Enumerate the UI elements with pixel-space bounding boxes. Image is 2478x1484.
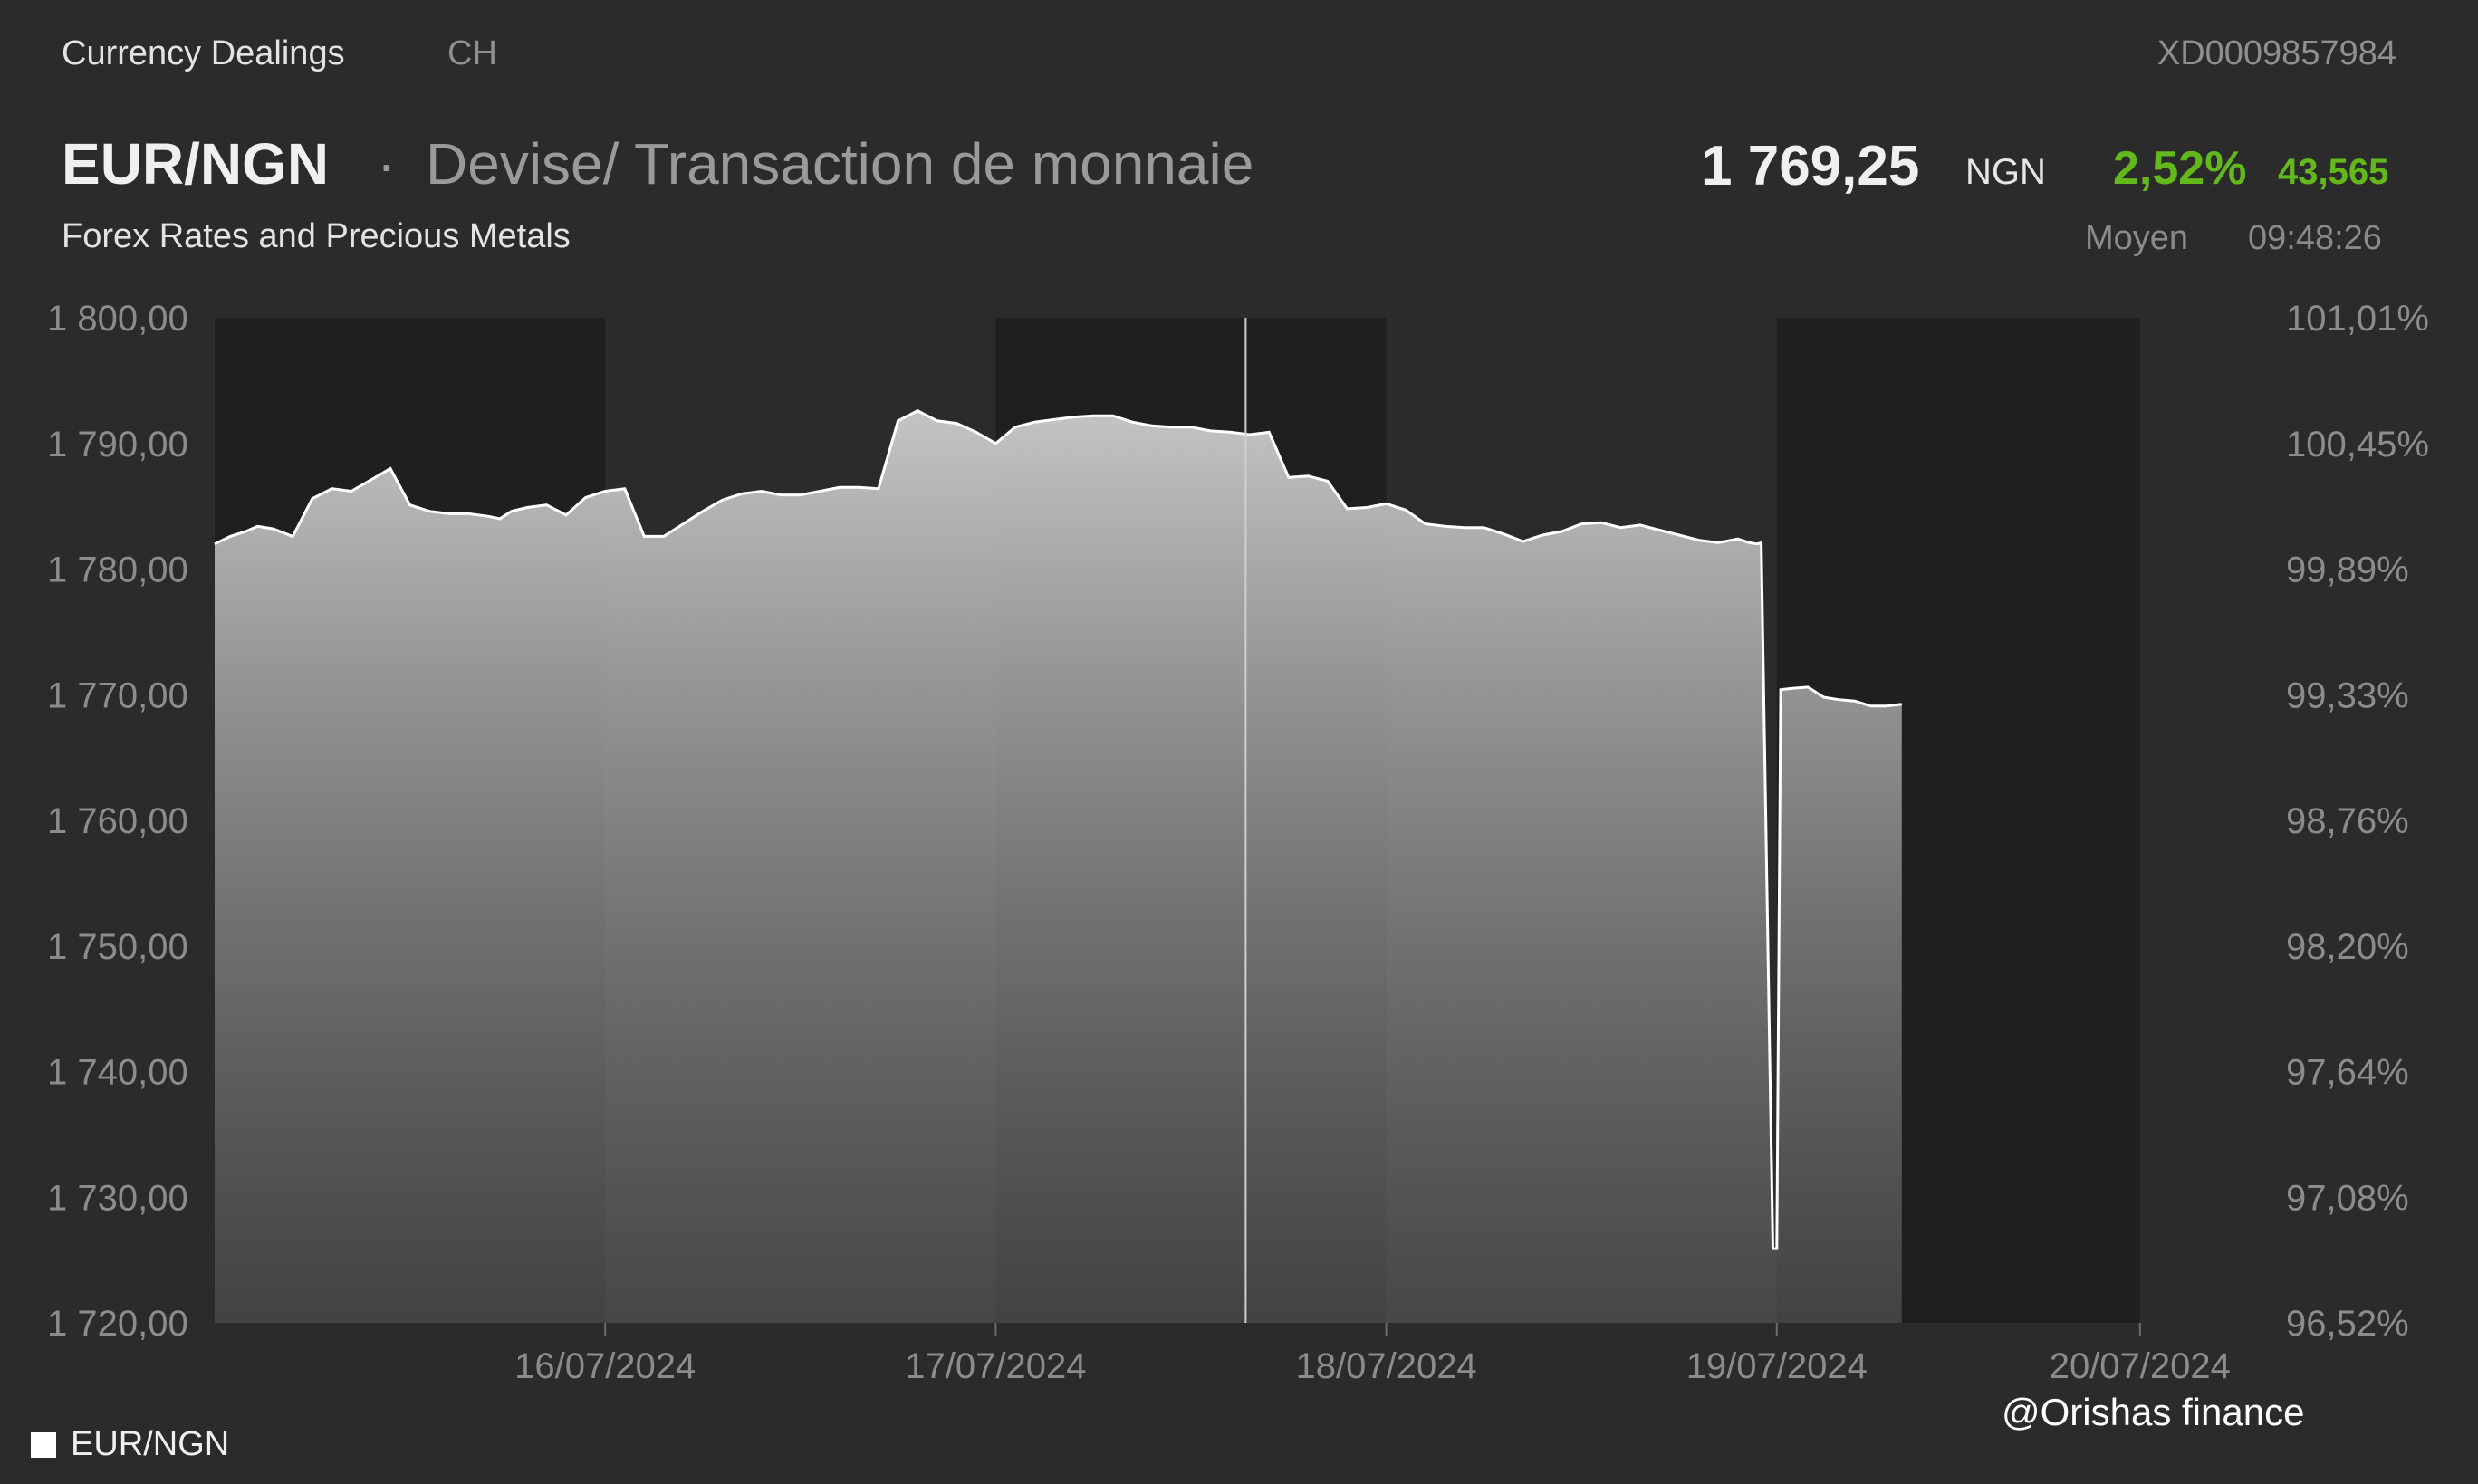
y-right-tick-label: 98,20% [2286, 927, 2409, 967]
y-left-tick-label: 1 790,00 [47, 425, 188, 464]
y-left-tick-label: 1 740,00 [47, 1053, 188, 1093]
watermark-text: @Orishas finance [2002, 1391, 2305, 1433]
isin-label: XD0009857984 [2156, 34, 2396, 72]
y-left-tick-label: 1 750,00 [47, 927, 188, 967]
x-axis: 16/07/2024 17/07/2024 18/07/2024 19/07/2024… [514, 1323, 2231, 1386]
x-tick-label: 17/07/2024 [905, 1346, 1086, 1386]
y-axis-right: 101,01% 100,45% 99,89% 99,33% 98,76% 98,20% 97… [2286, 299, 2429, 1344]
area-layer [214, 318, 1902, 1323]
change-absolute: 43,565 [2278, 152, 2389, 192]
last-price: 1 769,25 [1701, 135, 1920, 197]
series-area [215, 410, 1902, 1323]
pair-title: EUR/NGN [62, 131, 330, 196]
y-right-tick-label: 96,52% [2286, 1304, 2409, 1344]
category-label: Currency Dealings [62, 34, 345, 72]
y-right-tick-label: 100,45% [2286, 425, 2429, 464]
y-left-tick-label: 1 770,00 [47, 675, 188, 715]
price-currency: NGN [1965, 152, 2046, 192]
legend-label[interactable]: EUR/NGN [71, 1425, 230, 1463]
title-separator: · [377, 131, 397, 196]
y-left-tick-label: 1 800,00 [47, 299, 188, 339]
legend-swatch [31, 1432, 56, 1458]
y-axis-left: 1 800,00 1 790,00 1 780,00 1 770,00 1 760,00… [47, 299, 188, 1344]
y-left-tick-label: 1 780,00 [47, 551, 188, 590]
y-right-tick-label: 97,64% [2286, 1053, 2409, 1093]
x-tick-label: 18/07/2024 [1295, 1346, 1476, 1386]
y-left-tick-label: 1 720,00 [47, 1304, 188, 1344]
country-label: CH [447, 34, 497, 72]
series-line [214, 409, 1902, 1250]
y-right-tick-label: 98,76% [2286, 801, 2409, 841]
x-tick-label: 16/07/2024 [514, 1346, 696, 1386]
y-right-tick-label: 99,33% [2286, 675, 2409, 715]
instrument-description: Devise/ Transaction de monnaie [426, 131, 1254, 196]
change-percent: 2,52% [2113, 142, 2247, 195]
y-right-tick-label: 101,01% [2286, 299, 2429, 339]
quote-time: 09:48:26 [2248, 219, 2382, 257]
y-right-tick-label: 99,89% [2286, 551, 2409, 590]
x-tick-label: 20/07/2024 [2050, 1346, 2231, 1386]
x-tick-label: 19/07/2024 [1686, 1346, 1868, 1386]
y-left-tick-label: 1 730,00 [47, 1178, 188, 1218]
price-type: Moyen [2085, 219, 2189, 257]
y-left-tick-label: 1 760,00 [47, 801, 188, 841]
y-right-tick-label: 97,08% [2286, 1178, 2409, 1218]
market-label: Forex Rates and Precious Metals [62, 217, 571, 255]
